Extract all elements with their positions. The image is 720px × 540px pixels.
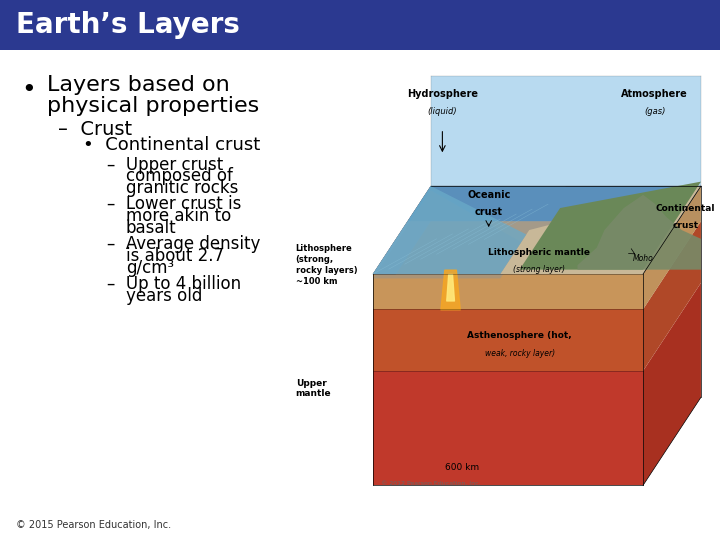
Polygon shape <box>500 186 701 274</box>
Text: years old: years old <box>126 287 202 305</box>
Text: Layers based on: Layers based on <box>47 75 230 94</box>
Text: Lithospheric mantle: Lithospheric mantle <box>488 247 590 256</box>
Text: © 2015 Pearson Education, Inc.: © 2015 Pearson Education, Inc. <box>16 520 171 530</box>
Text: •: • <box>22 78 36 102</box>
Text: more akin to: more akin to <box>126 207 231 225</box>
Text: granitic rocks: granitic rocks <box>126 179 238 197</box>
Text: © 2012 Pearson Education, Inc.: © 2012 Pearson Education, Inc. <box>381 481 480 485</box>
Text: g/cm³: g/cm³ <box>126 259 174 277</box>
Polygon shape <box>643 221 701 371</box>
Polygon shape <box>373 274 643 309</box>
Text: Lithosphere
(strong,
rocky layers)
~100 km: Lithosphere (strong, rocky layers) ~100 … <box>296 244 357 286</box>
Polygon shape <box>643 283 701 485</box>
Text: Continental: Continental <box>656 204 715 213</box>
Polygon shape <box>577 195 701 269</box>
Text: Moho: Moho <box>633 254 654 263</box>
Polygon shape <box>373 371 643 485</box>
Polygon shape <box>373 186 701 274</box>
Polygon shape <box>373 186 526 274</box>
Text: –  Upper crust: – Upper crust <box>107 156 222 173</box>
Polygon shape <box>373 186 566 274</box>
Polygon shape <box>431 76 701 186</box>
Text: Atmosphere: Atmosphere <box>621 89 688 99</box>
Text: Oceanic: Oceanic <box>467 190 510 200</box>
Text: (gas): (gas) <box>644 107 665 116</box>
Polygon shape <box>373 221 701 309</box>
Text: Hydrosphere: Hydrosphere <box>407 89 478 99</box>
Polygon shape <box>643 186 701 309</box>
Text: Earth’s Layers: Earth’s Layers <box>16 11 240 39</box>
Text: crust: crust <box>474 207 503 218</box>
Text: –  Crust: – Crust <box>58 120 132 139</box>
Text: physical properties: physical properties <box>47 96 259 116</box>
Text: –  Lower crust is: – Lower crust is <box>107 195 241 213</box>
Text: basalt: basalt <box>126 219 176 237</box>
Text: –  Average density: – Average density <box>107 235 260 253</box>
Polygon shape <box>520 181 701 269</box>
Text: •  Continental crust: • Continental crust <box>83 136 260 154</box>
Polygon shape <box>373 221 554 274</box>
Polygon shape <box>373 309 643 371</box>
Text: –  Up to 4 billion: – Up to 4 billion <box>107 275 240 293</box>
Text: composed of: composed of <box>126 167 233 185</box>
Text: (liquid): (liquid) <box>428 107 457 116</box>
Text: is about 2.7: is about 2.7 <box>126 247 224 265</box>
Text: (strong layer): (strong layer) <box>513 265 565 274</box>
Text: Asthenosphere (hot,: Asthenosphere (hot, <box>467 331 572 340</box>
Text: 600 km: 600 km <box>445 463 479 472</box>
Text: Upper
mantle: Upper mantle <box>296 379 331 398</box>
Text: crust: crust <box>672 221 698 230</box>
Text: weak, rocky layer): weak, rocky layer) <box>485 349 554 358</box>
Polygon shape <box>373 191 523 279</box>
